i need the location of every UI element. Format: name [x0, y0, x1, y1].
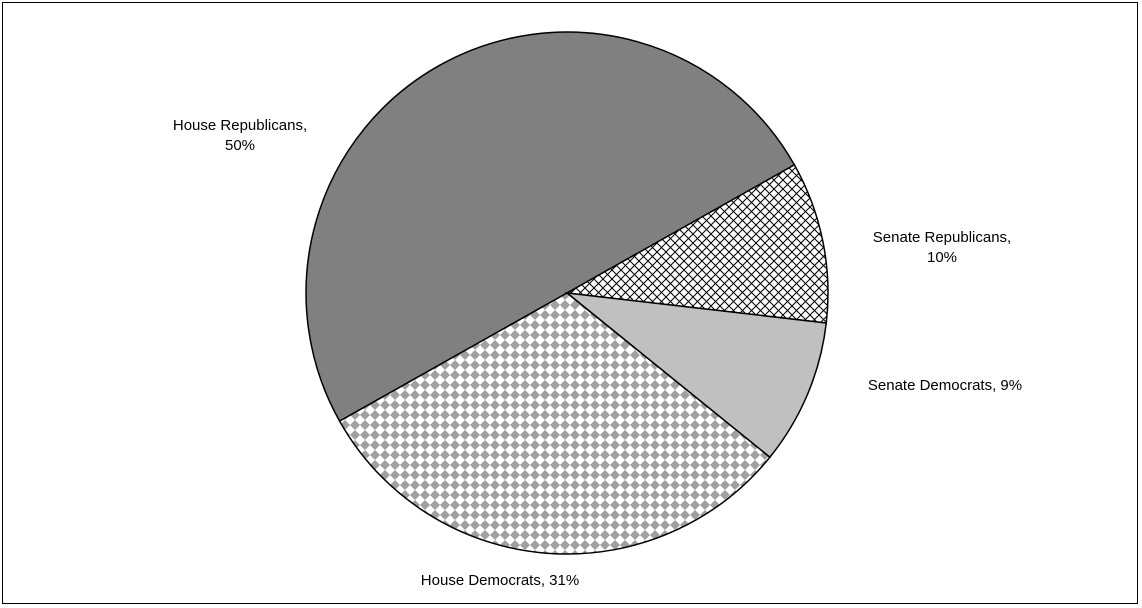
slice-label-senate-republicans: Senate Republicans, 10% [832, 228, 1052, 268]
slice-category: Senate Republicans, [872, 229, 1012, 246]
slice-value: 50% [224, 137, 256, 154]
slice-value: 10% [926, 249, 958, 266]
slice-label-house-republicans: House Republicans, 50% [140, 116, 340, 156]
slice-senate-democrats [564, 291, 828, 459]
slice-senate-republicans [564, 163, 829, 324]
slice-category-and-value: Senate Democrats, 9% [867, 377, 1023, 394]
slice-house-democrats [338, 292, 771, 555]
slice-label-house-democrats: House Democrats, 31% [390, 571, 610, 591]
slice-category-and-value: House Democrats, 31% [420, 572, 580, 589]
slice-house-republicans [305, 31, 796, 423]
slice-label-senate-democrats: Senate Democrats, 9% [820, 376, 1070, 396]
slice-category: House Republicans, [172, 117, 308, 134]
